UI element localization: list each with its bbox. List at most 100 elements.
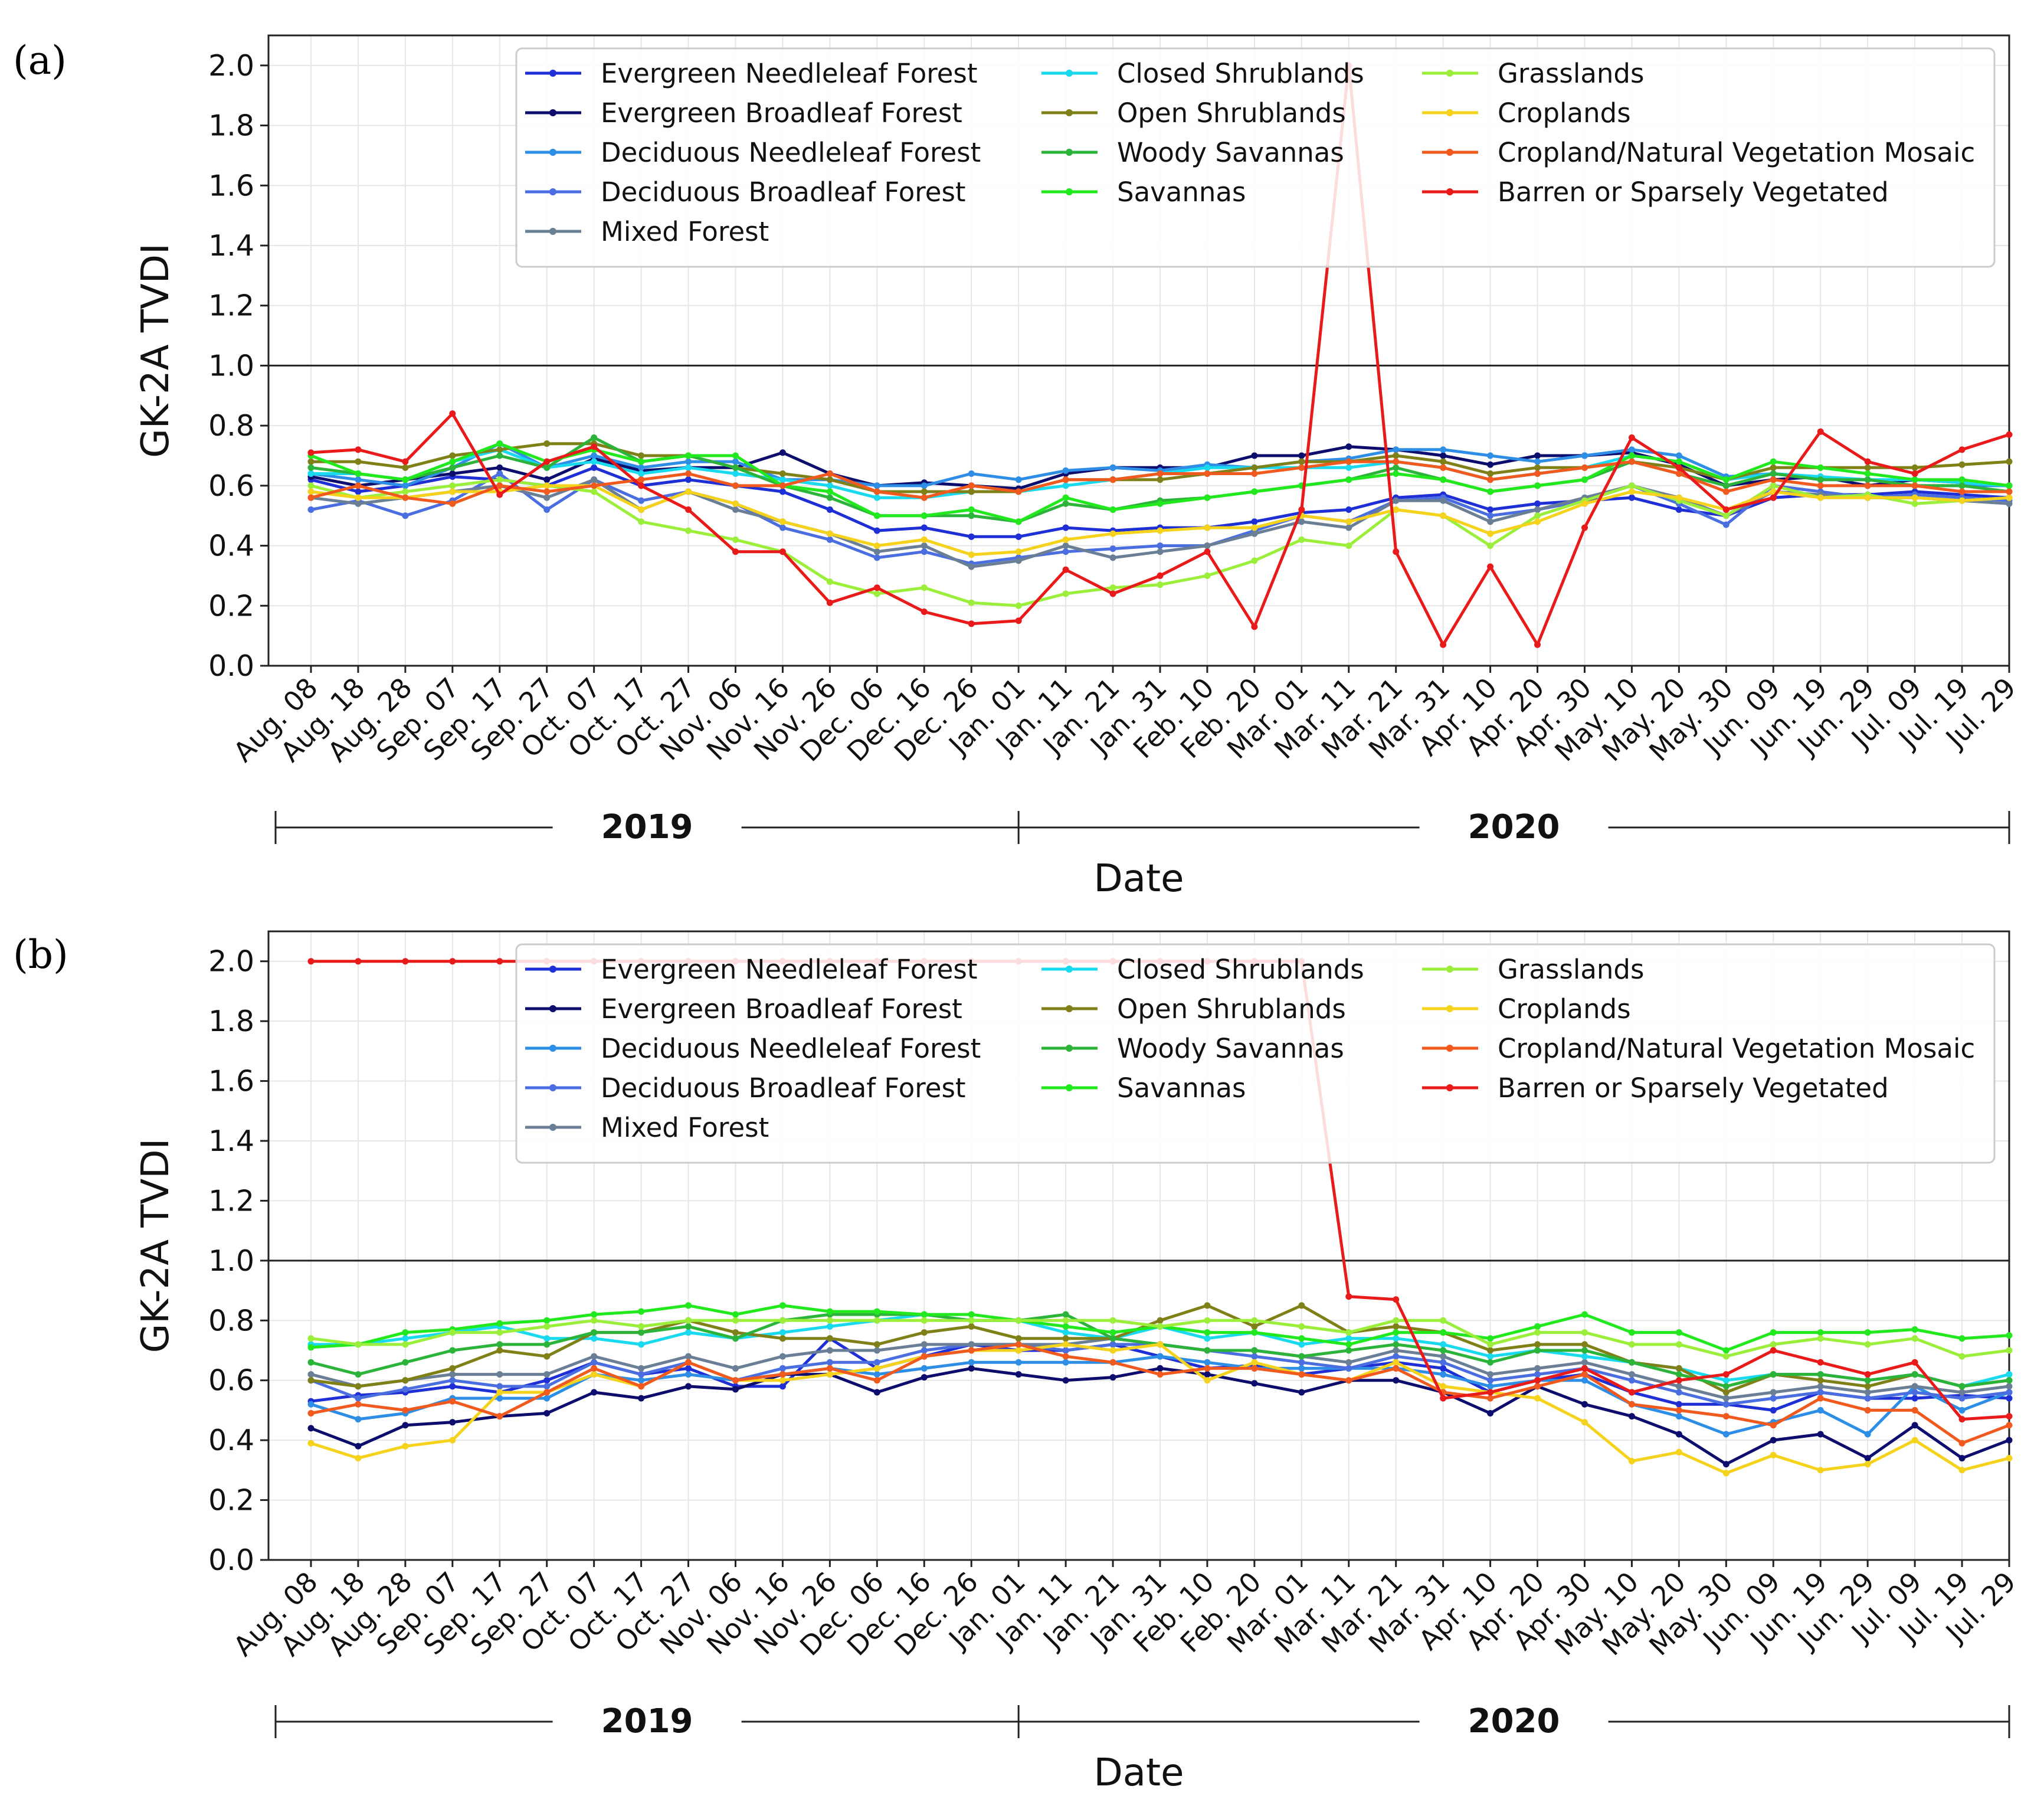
data-point: [449, 1377, 456, 1384]
data-point: [1958, 488, 1966, 495]
data-point: [1958, 1335, 1966, 1342]
data-point: [685, 1302, 692, 1309]
data-point: [779, 1377, 786, 1384]
data-point: [1628, 458, 1635, 465]
data-point: [1157, 476, 1164, 483]
data-point: [1628, 482, 1635, 489]
data-point: [402, 1329, 409, 1336]
data-point: [638, 482, 645, 489]
data-point: [638, 1323, 645, 1330]
data-point: [1817, 1329, 1824, 1336]
data-point: [543, 482, 551, 489]
data-point: [873, 1308, 880, 1315]
data-point: [873, 1317, 880, 1324]
data-point: [402, 464, 409, 471]
data-point: [1393, 1335, 1400, 1342]
y-tick-label: 1.6: [208, 169, 254, 202]
data-point: [1157, 500, 1164, 507]
data-point: [543, 1353, 551, 1360]
data-point: [873, 542, 880, 549]
data-point: [1628, 494, 1635, 501]
data-point: [591, 488, 598, 495]
data-point: [1817, 1359, 1824, 1366]
series-markers: [307, 62, 2013, 648]
data-point: [496, 1395, 503, 1402]
data-point: [1911, 1383, 1918, 1390]
y-axis-label: GK-2A TVDI: [134, 243, 178, 458]
data-point: [1062, 524, 1069, 531]
data-point: [1911, 1389, 1918, 1396]
legend-label: Croplands: [1498, 993, 1631, 1025]
y-tick-label: 0.6: [208, 469, 254, 503]
legend-label: Deciduous Broadleaf Forest: [601, 176, 966, 208]
data-point: [1675, 1377, 1682, 1384]
data-point: [1770, 458, 1777, 465]
data-point: [1911, 464, 1918, 471]
data-point: [2006, 1437, 2013, 1444]
data-point: [1345, 464, 1352, 471]
data-point: [1109, 590, 1116, 597]
data-point: [1487, 542, 1494, 549]
data-point: [1958, 1395, 1966, 1402]
data-point: [402, 494, 409, 501]
data-point: [685, 1371, 692, 1378]
legend-label: Mixed Forest: [601, 1112, 769, 1143]
data-point: [968, 470, 975, 477]
y-tick-label: 1.0: [208, 349, 254, 382]
data-point: [1345, 443, 1352, 450]
data-point: [1345, 524, 1352, 531]
series-markers: [307, 1317, 2013, 1360]
data-point: [826, 1317, 833, 1324]
data-point: [496, 476, 503, 483]
data-point: [1298, 1353, 1305, 1360]
data-point: [2006, 1332, 2013, 1339]
data-point: [732, 548, 739, 555]
data-point: [1062, 1359, 1069, 1366]
data-point: [1204, 572, 1211, 579]
data-point: [1864, 1395, 1871, 1402]
data-point: [496, 1413, 503, 1420]
data-point: [307, 1371, 315, 1378]
data-point: [1109, 1317, 1116, 1324]
data-point: [1393, 1317, 1400, 1324]
data-point: [968, 512, 975, 519]
legend-item: Evergreen Needleleaf Forest: [525, 58, 978, 89]
data-point: [1675, 452, 1682, 459]
legend-item: Croplands: [1422, 97, 1631, 129]
data-point: [1298, 458, 1305, 465]
data-point: [1864, 1377, 1871, 1384]
data-point: [543, 1377, 551, 1384]
data-point: [307, 494, 315, 501]
data-point: [1157, 1365, 1164, 1372]
legend-label: Deciduous Needleleaf Forest: [601, 1033, 981, 1064]
data-point: [685, 506, 692, 513]
data-point: [638, 1341, 645, 1348]
data-point: [1251, 1329, 1258, 1336]
legend-label: Woody Savannas: [1117, 1033, 1344, 1064]
legend-marker: [1446, 149, 1453, 156]
legend-item: Cropland/Natural Vegetation Mosaic: [1422, 1033, 1975, 1064]
y-axis-label: GK-2A TVDI: [134, 1139, 178, 1353]
data-point: [402, 458, 409, 465]
data-point: [307, 506, 315, 513]
data-point: [732, 458, 739, 465]
legend-marker: [1446, 1084, 1453, 1091]
data-point: [1345, 476, 1352, 483]
data-point: [921, 536, 928, 543]
data-point: [1675, 1371, 1682, 1378]
data-point: [1487, 1341, 1494, 1348]
y-tick-label: 0.8: [208, 1304, 254, 1337]
legend-marker: [1446, 1045, 1453, 1052]
data-point: [496, 1383, 503, 1390]
data-point: [1393, 470, 1400, 477]
data-point: [307, 1440, 315, 1447]
data-point: [873, 1341, 880, 1348]
data-point: [1534, 1371, 1541, 1378]
y-tick-label: 1.8: [208, 1005, 254, 1038]
data-point: [1817, 1467, 1824, 1474]
legend-label: Savannas: [1117, 176, 1246, 208]
data-point: [638, 458, 645, 465]
data-point: [968, 482, 975, 489]
data-point: [1722, 1371, 1729, 1378]
data-point: [1062, 1317, 1069, 1324]
